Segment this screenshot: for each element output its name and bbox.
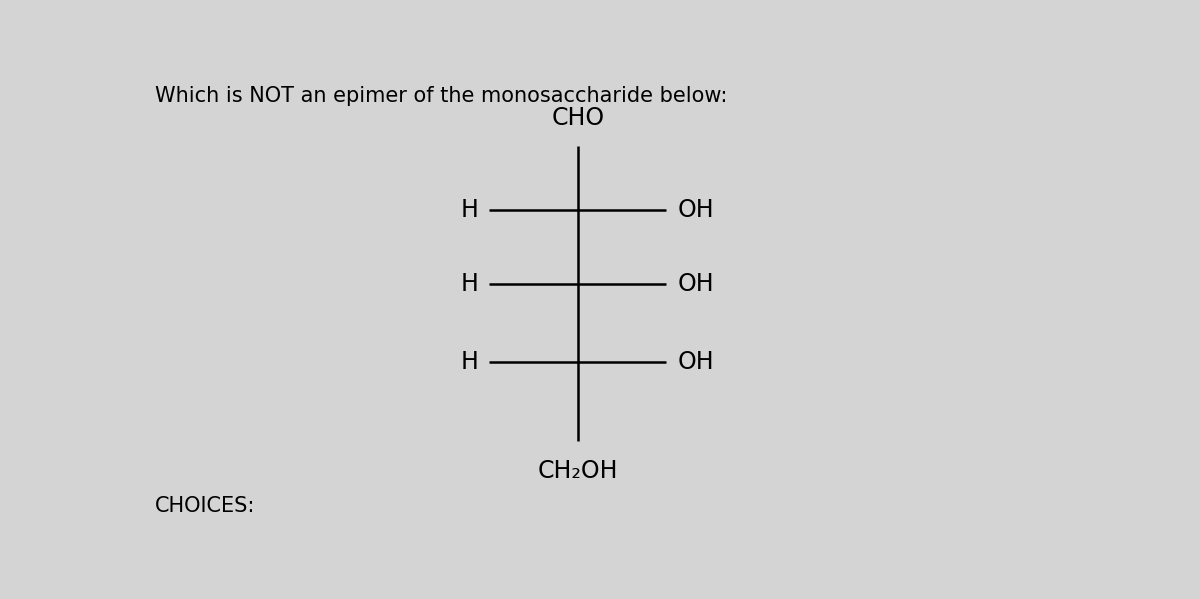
Text: OH: OH [677, 198, 714, 222]
Text: Which is NOT an epimer of the monosaccharide below:: Which is NOT an epimer of the monosaccha… [155, 86, 727, 105]
Text: H: H [461, 198, 479, 222]
Text: CHO: CHO [551, 105, 605, 129]
Text: OH: OH [677, 350, 714, 374]
Text: CHOICES:: CHOICES: [155, 496, 256, 516]
Text: OH: OH [677, 272, 714, 296]
Text: H: H [461, 272, 479, 296]
Text: H: H [461, 350, 479, 374]
Text: CH₂OH: CH₂OH [538, 459, 618, 483]
